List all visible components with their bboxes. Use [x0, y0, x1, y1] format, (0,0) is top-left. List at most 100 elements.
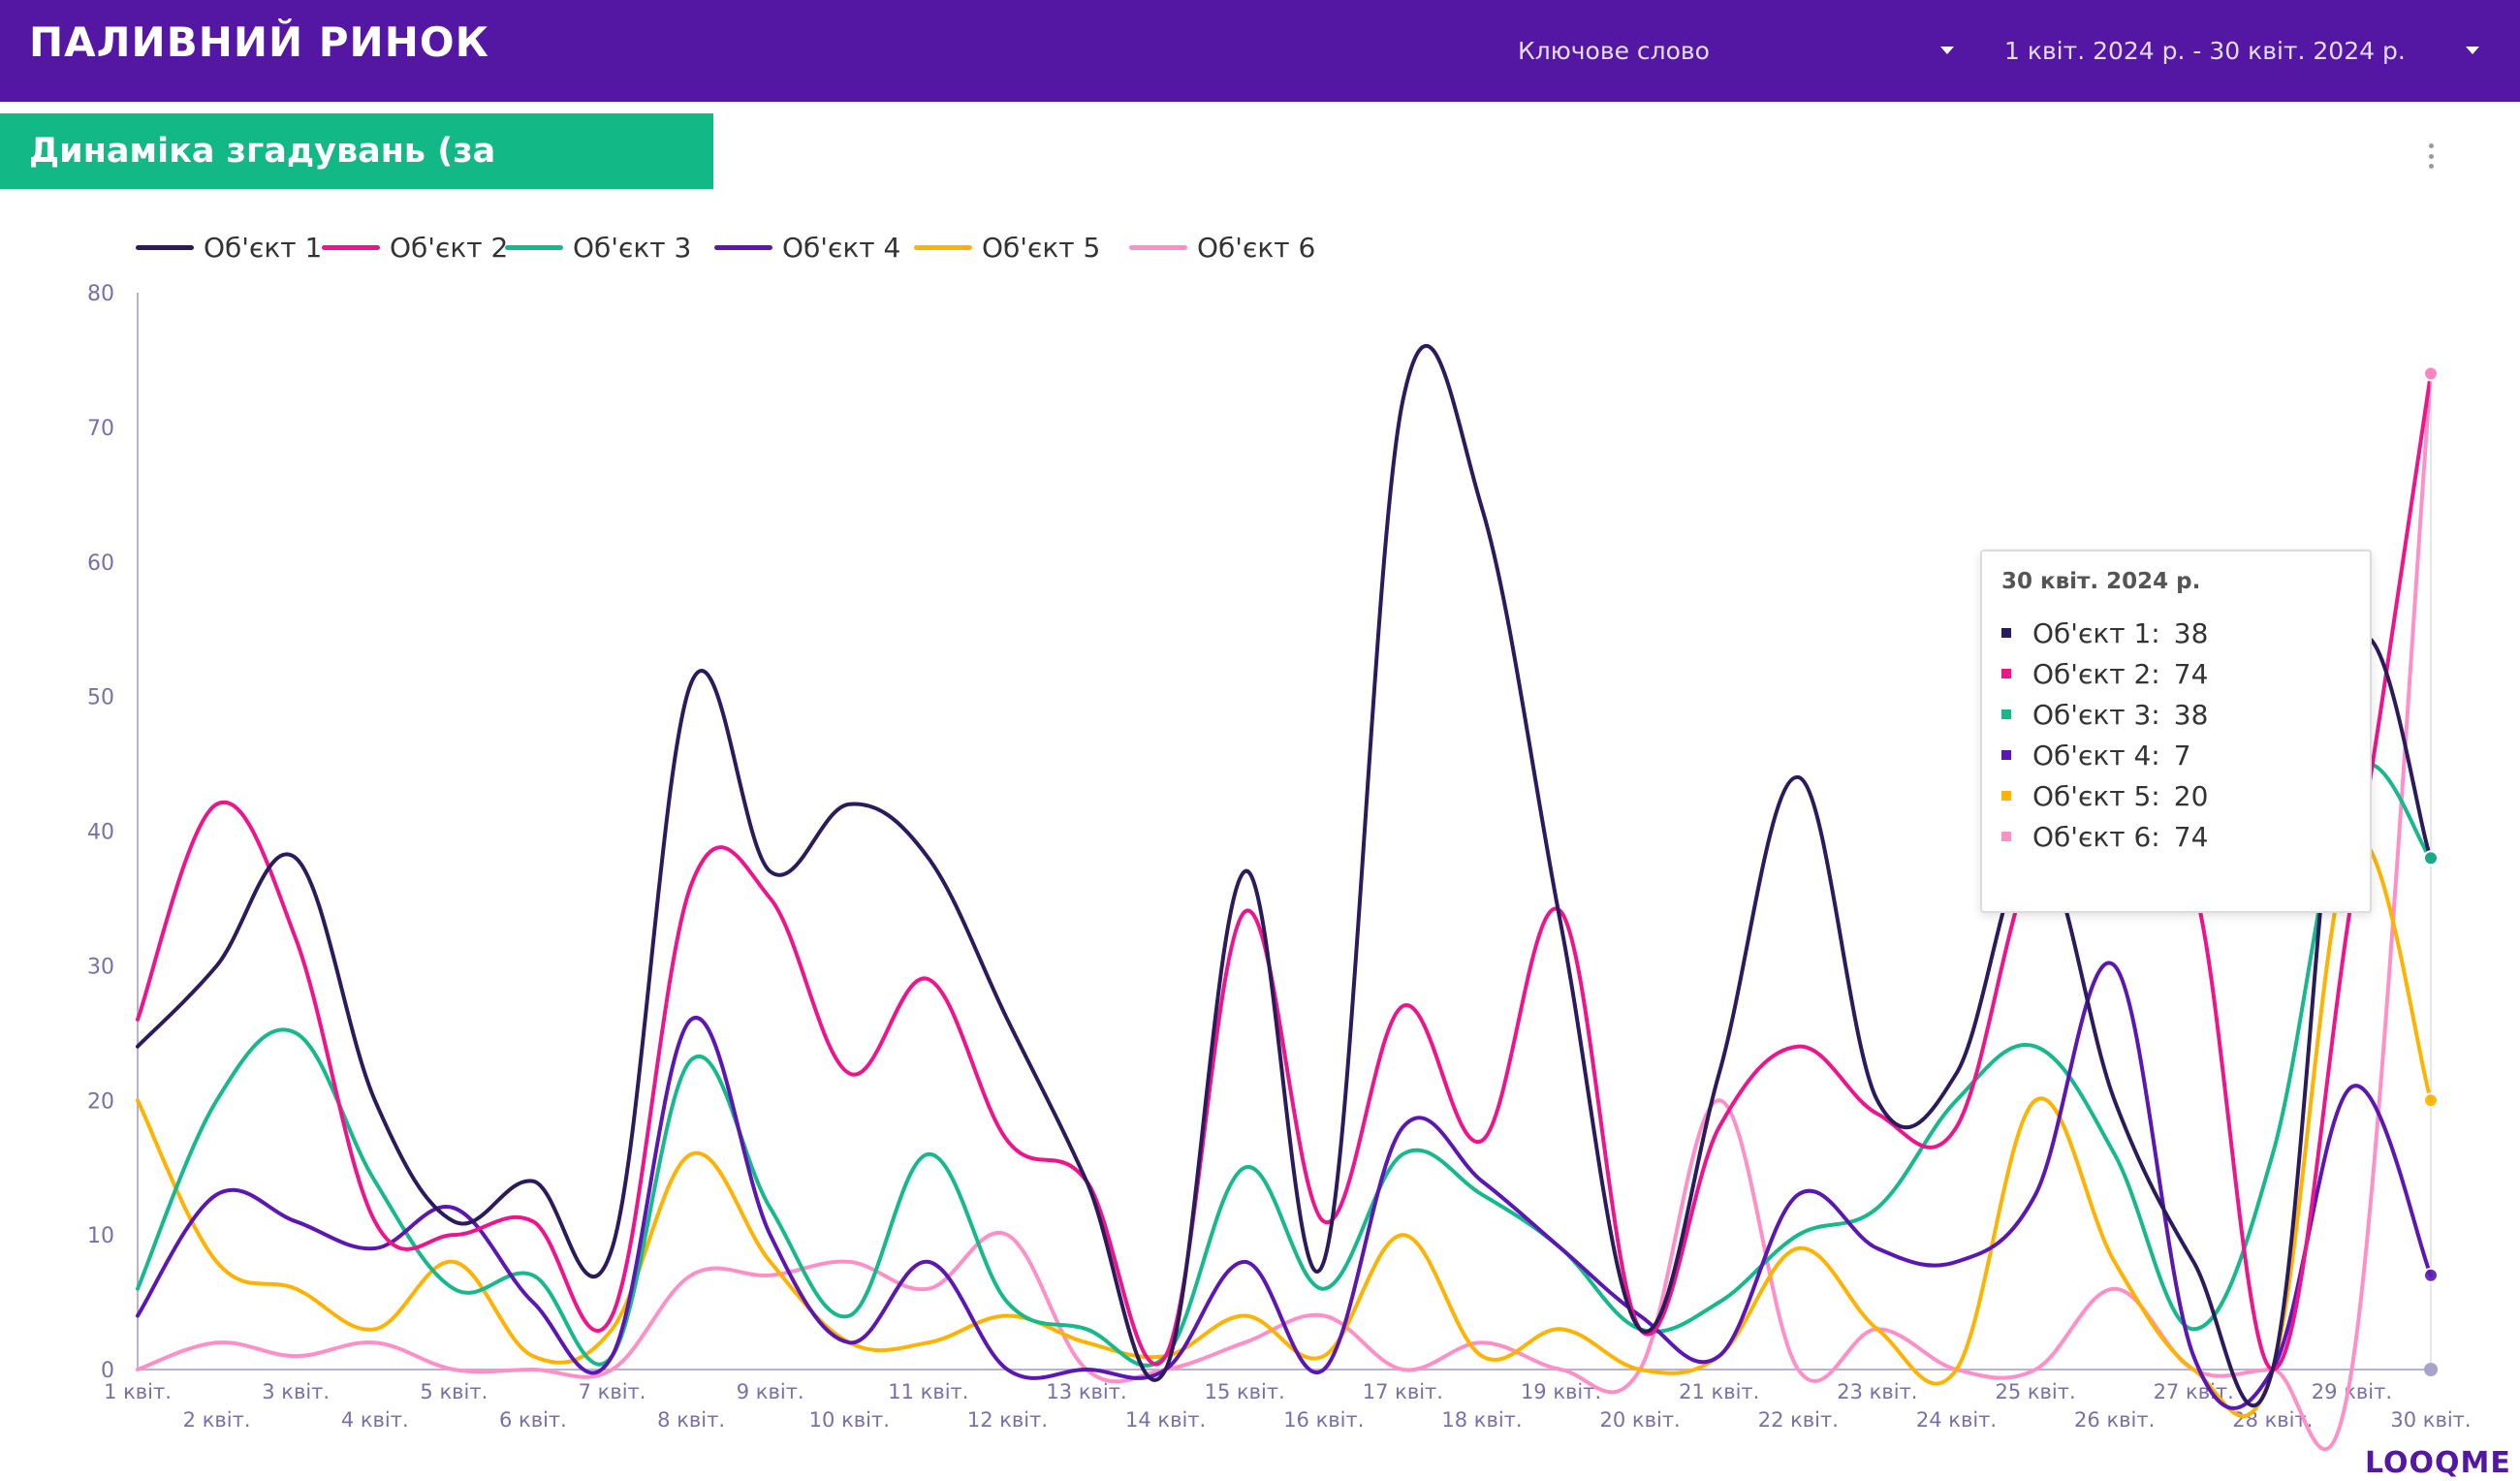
tooltip-series-value: 7 [2173, 739, 2191, 772]
x-tick-label: 15 квіт. [1205, 1380, 1285, 1403]
tooltip-series-name: Об'єкт 1: [2032, 616, 2160, 649]
keyword-filter-label: Ключове слово [1518, 36, 1710, 65]
legend-item-3[interactable]: Об'єкт 3 [505, 225, 691, 269]
x-tick-label: 5 квіт. [420, 1380, 488, 1403]
tooltip-color-dot [2001, 832, 2011, 841]
looqme-logo: LOOQME [2365, 1446, 2511, 1480]
y-tick-label: 0 [101, 1359, 114, 1383]
tooltip-series-name: Об'єкт 4: [2032, 739, 2160, 772]
x-tick-label: 2 квіт. [183, 1408, 251, 1432]
legend-label: Об'єкт 1 [204, 231, 323, 264]
legend-swatch [914, 244, 972, 250]
tooltip-row: Об'єкт 4: 7 [2001, 736, 2191, 774]
x-tick-label: 13 квіт. [1046, 1380, 1126, 1403]
legend-item-6[interactable]: Об'єкт 6 [1129, 225, 1315, 269]
tooltip-series-value: 74 [2173, 820, 2209, 853]
series-line-5 [136, 836, 2433, 1418]
y-tick-label: 30 [87, 955, 114, 979]
x-tick-label: 9 квіт. [737, 1380, 804, 1403]
date-range-label: 1 квіт. 2024 р. - 30 квіт. 2024 р. [2004, 36, 2406, 65]
series-line-4 [136, 961, 2433, 1410]
chevron-down-icon [2466, 47, 2479, 54]
tooltip-row: Об'єкт 1: 38 [2001, 614, 2208, 652]
legend-item-2[interactable]: Об'єкт 2 [322, 225, 508, 269]
x-tick-label: 29 квіт. [2312, 1380, 2392, 1403]
top-bar: ПАЛИВНИЙ РИНОК Ключове слово 1 квіт. 202… [0, 0, 2520, 102]
legend-swatch [505, 244, 563, 250]
app-title: ПАЛИВНИЙ РИНОК [29, 18, 489, 66]
x-tick-label: 23 квіт. [1837, 1380, 1917, 1403]
legend-swatch [1129, 244, 1187, 250]
x-tick-label: 26 квіт. [2074, 1408, 2155, 1432]
x-tick-label: 18 квіт. [1441, 1408, 1522, 1432]
chart-tooltip: 30 квіт. 2024 р. Об'єкт 1: 38 Об'єкт 2: 74 О… [1980, 550, 2372, 913]
legend-label: Об'єкт 5 [982, 231, 1101, 264]
tooltip-color-dot [2001, 791, 2011, 801]
legend-item-4[interactable]: Об'єкт 4 [714, 225, 900, 269]
legend-label: Об'єкт 6 [1197, 231, 1316, 264]
tooltip-series-value: 74 [2173, 657, 2209, 690]
x-tick-label: 16 квіт. [1283, 1408, 1364, 1432]
x-tick-label: 4 квіт. [341, 1408, 409, 1432]
legend-swatch [136, 244, 194, 250]
tooltip-row: Об'єкт 6: 74 [2001, 817, 2208, 856]
tooltip-series-value: 38 [2173, 698, 2209, 731]
data-point-series-3 [2423, 850, 2439, 867]
data-point-series-6 [2423, 365, 2439, 382]
x-tick-label: 17 квіт. [1363, 1380, 1443, 1403]
tooltip-row: Об'єкт 3: 38 [2001, 695, 2208, 734]
legend-item-1[interactable]: Об'єкт 1 [136, 225, 322, 269]
tooltip-row: Об'єкт 2: 74 [2001, 654, 2208, 693]
x-tick-label: 1 квіт. [104, 1380, 172, 1403]
tooltip-row: Об'єкт 5: 20 [2001, 776, 2208, 815]
legend-label: Об'єкт 2 [390, 231, 509, 264]
legend-label: Об'єкт 4 [782, 231, 901, 264]
x-tick-label: 22 квіт. [1758, 1408, 1839, 1432]
legend-label: Об'єкт 3 [573, 231, 692, 264]
tooltip-series-value: 20 [2173, 779, 2209, 812]
x-tick-label: 25 квіт. [1995, 1380, 2075, 1403]
x-tick-label: 7 квіт. [579, 1380, 646, 1403]
series-line-1 [136, 343, 2433, 1407]
y-tick-label: 70 [87, 417, 114, 441]
y-tick-label: 20 [87, 1089, 114, 1114]
tooltip-color-dot [2001, 628, 2011, 638]
y-tick-label: 60 [87, 551, 114, 576]
tooltip-color-dot [2001, 709, 2011, 719]
x-tick-label: 20 квіт. [1600, 1408, 1681, 1432]
legend-swatch [714, 244, 772, 250]
data-point-series-4 [2423, 1267, 2439, 1283]
tooltip-series-name: Об'єкт 6: [2032, 820, 2160, 853]
x-tick-label: 21 квіт. [1679, 1380, 1759, 1403]
chart-section-title: Динаміка згадувань (за об'єктами) [0, 113, 713, 246]
y-tick-label: 40 [87, 821, 114, 845]
y-tick-label: 80 [87, 282, 114, 306]
tooltip-color-dot [2001, 750, 2011, 760]
tooltip-series-name: Об'єкт 5: [2032, 779, 2160, 812]
x-tick-label: 12 квіт. [967, 1408, 1048, 1432]
x-tick-label: 10 квіт. [809, 1408, 890, 1432]
tooltip-color-dot [2001, 669, 2011, 678]
tooltip-series-name: Об'єкт 3: [2032, 698, 2160, 731]
hover-markers [2423, 365, 2439, 1376]
x-tick-label: 3 квіт. [262, 1380, 330, 1403]
tooltip-series-value: 38 [2173, 616, 2209, 649]
series-line-3 [136, 762, 2433, 1368]
more-options-icon[interactable] [2428, 143, 2434, 169]
keyword-filter-dropdown[interactable]: Ключове слово [1518, 27, 1954, 74]
x-tick-label: 30 квіт. [2390, 1408, 2471, 1432]
legend-item-5[interactable]: Об'єкт 5 [914, 225, 1100, 269]
chevron-down-icon [1940, 47, 1954, 54]
data-point-series-5 [2423, 1092, 2439, 1109]
x-tick-label: 6 квіт. [499, 1408, 567, 1432]
x-tick-label: 11 квіт. [888, 1380, 968, 1403]
x-tick-label: 14 квіт. [1125, 1408, 1206, 1432]
date-range-dropdown[interactable]: 1 квіт. 2024 р. - 30 квіт. 2024 р. [2004, 27, 2479, 74]
x-tick-label: 8 квіт. [657, 1408, 725, 1432]
tooltip-date: 30 квіт. 2024 р. [2001, 569, 2201, 594]
tooltip-series-name: Об'єкт 2: [2032, 657, 2160, 690]
y-tick-label: 10 [87, 1224, 114, 1248]
y-tick-label: 50 [87, 686, 114, 710]
legend-swatch [322, 244, 380, 250]
chart-axes: 0 10 20 30 40 50 60 70 80 1 квіт. 2 квіт. 3 квіт. 4 … [87, 282, 2472, 1432]
